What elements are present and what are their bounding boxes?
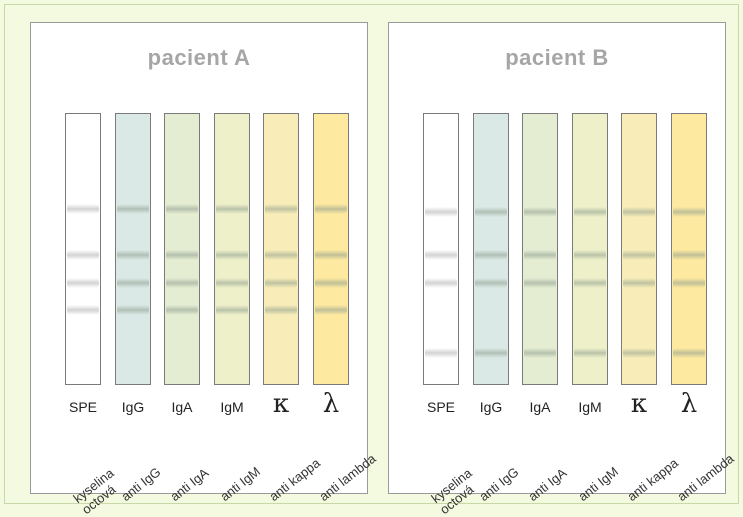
patient-a-lane-label-2: IgA: [171, 399, 193, 415]
gel-band: [117, 250, 149, 260]
gel-band: [67, 278, 99, 288]
gel-band: [673, 250, 705, 260]
outer-frame: [4, 4, 739, 504]
patient-b-lane-label-1: IgG: [479, 399, 503, 415]
gel-band: [673, 348, 705, 358]
gel-band: [425, 278, 457, 288]
patient-b-lane-label-3: IgM: [578, 399, 602, 415]
gel-band: [117, 305, 149, 315]
gel-band: [673, 207, 705, 217]
gel-band: [425, 250, 457, 260]
patient-b-lane-0: [423, 113, 459, 385]
gel-band: [166, 250, 198, 260]
gel-band: [475, 207, 507, 217]
gel-band: [524, 207, 556, 217]
gel-band: [265, 305, 297, 315]
gel-band: [425, 348, 457, 358]
gel-band: [524, 250, 556, 260]
patient-b-panel: pacient B SPE IgG IgA IgM κ λ kyselina octová a…: [388, 22, 737, 517]
patient-a-lane-label-0: SPE: [68, 399, 97, 415]
patient-a-lane-3: [214, 113, 250, 385]
gel-band: [475, 348, 507, 358]
gel-band: [475, 278, 507, 288]
gel-band: [623, 250, 655, 260]
gel-band: [265, 250, 297, 260]
patient-a-title: pacient A: [147, 45, 251, 70]
gel-band: [216, 305, 248, 315]
patient-b-lane-4: [621, 113, 657, 385]
patient-a-lane-label-1: IgG: [121, 399, 145, 415]
patient-a-lane-4: [263, 113, 299, 385]
gel-band: [524, 278, 556, 288]
gel-band: [265, 204, 297, 214]
gel-band: [574, 207, 606, 217]
gel-band: [166, 278, 198, 288]
gel-band: [524, 348, 556, 358]
patient-a-lane-1: [115, 113, 151, 385]
gel-band: [623, 348, 655, 358]
gel-band: [574, 278, 606, 288]
gel-band: [315, 250, 347, 260]
gel-band: [574, 250, 606, 260]
gel-band: [623, 207, 655, 217]
gel-band: [166, 204, 198, 214]
patient-a-panel: pacient A SPE IgG IgA IgM κ λ kyselina octová a…: [30, 22, 379, 517]
gel-band: [117, 278, 149, 288]
patient-b-lane-2: [522, 113, 558, 385]
patient-a-lane-0: [65, 113, 101, 385]
patient-a-lane-2: [164, 113, 200, 385]
patient-b-lane-1: [473, 113, 509, 385]
gel-band: [216, 278, 248, 288]
gel-band: [67, 305, 99, 315]
gel-band: [67, 204, 99, 214]
patient-b-lane-label-0: SPE: [426, 399, 455, 415]
patient-a-lane-label-5: λ: [322, 389, 340, 419]
gel-band: [67, 250, 99, 260]
gel-band: [216, 204, 248, 214]
patient-b-lane-label-4: κ: [630, 389, 648, 419]
gel-band: [425, 207, 457, 217]
patient-b-lane-3: [572, 113, 608, 385]
patient-b-title: pacient B: [505, 45, 609, 70]
gel-band: [574, 348, 606, 358]
gel-band: [673, 278, 705, 288]
patient-a-lane-label-4: κ: [272, 389, 290, 419]
gel-band: [166, 305, 198, 315]
patient-a-lane-label-3: IgM: [220, 399, 244, 415]
patient-b-lane-5: [671, 113, 707, 385]
patient-b-lane-label-2: IgA: [529, 399, 551, 415]
patient-b-lane-label-5: λ: [680, 389, 698, 419]
gel-band: [265, 278, 297, 288]
gel-band: [315, 305, 347, 315]
gel-band: [475, 250, 507, 260]
gel-band: [623, 278, 655, 288]
gel-band: [315, 204, 347, 214]
gel-band: [117, 204, 149, 214]
patient-a-lane-5: [313, 113, 349, 385]
gel-band: [216, 250, 248, 260]
gel-band: [315, 278, 347, 288]
